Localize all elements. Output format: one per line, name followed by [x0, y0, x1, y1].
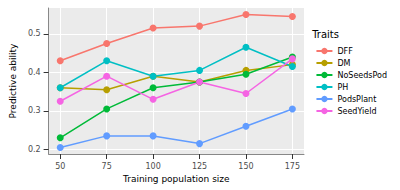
svg-text:PH: PH [337, 83, 348, 92]
svg-text:0.2: 0.2 [28, 145, 41, 154]
svg-text:150: 150 [238, 162, 253, 171]
svg-text:PodsPlant: PodsPlant [337, 95, 376, 104]
svg-text:0.5: 0.5 [28, 29, 41, 38]
svg-text:175: 175 [285, 162, 300, 171]
svg-text:0.4: 0.4 [28, 68, 41, 77]
svg-text:DFF: DFF [337, 47, 353, 56]
svg-text:Traits: Traits [311, 29, 339, 40]
svg-text:50: 50 [55, 162, 65, 171]
svg-text:75: 75 [102, 162, 112, 171]
svg-text:Predictive ability: Predictive ability [8, 43, 18, 118]
svg-text:SeedYield: SeedYield [337, 107, 376, 116]
svg-text:125: 125 [192, 162, 207, 171]
svg-text:Training population size: Training population size [122, 174, 230, 184]
svg-text:100: 100 [145, 162, 160, 171]
svg-text:DM: DM [337, 59, 350, 68]
svg-text:NoSeedsPod: NoSeedsPod [337, 71, 387, 80]
svg-text:0.3: 0.3 [28, 106, 41, 115]
